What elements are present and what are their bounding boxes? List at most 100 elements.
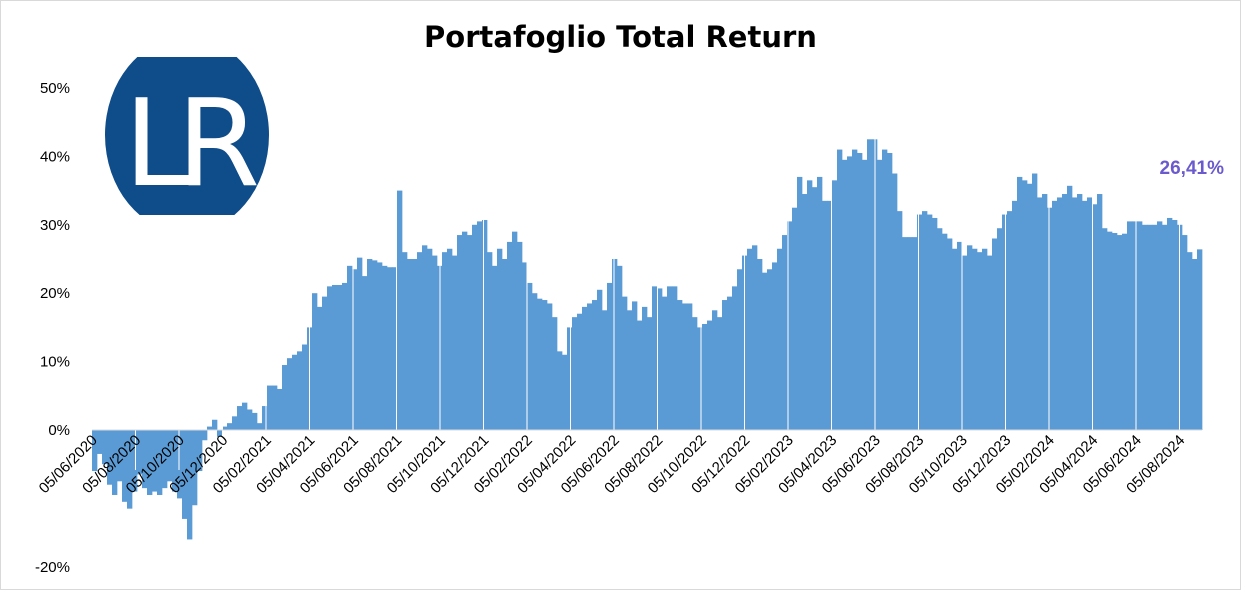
bar [662, 296, 668, 430]
bar [552, 317, 558, 430]
bar [717, 317, 723, 430]
bar [312, 293, 318, 430]
bar [612, 259, 618, 430]
bar [492, 265, 498, 430]
bar [412, 259, 418, 430]
bar [177, 430, 183, 499]
bar [802, 194, 808, 430]
bar [752, 245, 758, 430]
logo: LR [105, 57, 271, 215]
logo-badge [105, 57, 269, 215]
bar [167, 430, 173, 482]
bar [92, 430, 98, 472]
bar [1192, 259, 1198, 430]
y-axis-ticks: -20% 0% 10% 20% 30% 40% 50% [35, 80, 70, 576]
bar [502, 259, 508, 430]
bar [1182, 235, 1188, 430]
bar [522, 262, 528, 430]
bar [1082, 200, 1088, 430]
bar [982, 248, 988, 430]
bar [247, 409, 253, 430]
bar [707, 320, 713, 430]
bar [162, 430, 168, 489]
bar [687, 303, 693, 430]
bar [477, 221, 483, 430]
y-tick-label: 0% [48, 422, 70, 439]
bar [1127, 221, 1133, 430]
y-tick-label: -20% [35, 559, 70, 576]
bar [737, 269, 743, 430]
bar [1087, 197, 1093, 430]
bar [667, 286, 673, 430]
bar [112, 430, 118, 495]
bar [547, 303, 553, 430]
bar [277, 388, 283, 430]
bar [222, 426, 228, 430]
bar [827, 200, 833, 430]
bar [627, 310, 633, 430]
bar [362, 276, 368, 430]
bar [212, 419, 218, 430]
bar [392, 267, 398, 430]
bar [887, 152, 893, 431]
bar [157, 430, 163, 495]
bar [467, 235, 473, 430]
bar [102, 430, 108, 465]
bar [542, 300, 548, 430]
bar [527, 282, 533, 430]
bar [1162, 224, 1168, 430]
bar [182, 430, 188, 519]
bar [772, 262, 778, 430]
bar [782, 235, 788, 430]
bar [797, 176, 803, 430]
y-tick-label: 40% [40, 148, 70, 165]
bar [1102, 228, 1108, 430]
last-value-label: 26,41% [1160, 158, 1225, 179]
bar [297, 351, 303, 430]
bar [292, 354, 298, 430]
bars-layer [92, 100, 1203, 540]
bar [152, 430, 158, 492]
bar [1072, 197, 1078, 430]
bar [1172, 220, 1178, 430]
bar [867, 139, 873, 431]
bar [1077, 194, 1083, 430]
bar [617, 265, 623, 430]
bar [317, 306, 323, 430]
bar [712, 310, 718, 430]
bar [417, 252, 423, 430]
bar [727, 296, 733, 430]
bar [367, 259, 373, 430]
bar [357, 257, 363, 430]
bar [582, 306, 588, 430]
bar [347, 265, 353, 430]
bar [722, 300, 728, 430]
bar [117, 430, 123, 482]
bar [927, 214, 933, 430]
bar [607, 282, 613, 430]
bar [387, 267, 393, 430]
bar [327, 286, 333, 430]
bar [1017, 176, 1023, 430]
bar [227, 423, 233, 430]
bar [702, 323, 708, 430]
bar [762, 272, 768, 430]
bar [652, 286, 658, 430]
bar [447, 248, 453, 430]
bar [992, 238, 998, 430]
bar [907, 237, 913, 430]
bar [217, 430, 223, 437]
bar [122, 430, 128, 502]
bar [692, 317, 698, 430]
bar [732, 286, 738, 430]
bar [537, 298, 543, 430]
bar [282, 365, 288, 430]
bar [407, 259, 413, 430]
bar [432, 255, 438, 430]
bar [777, 248, 783, 430]
bar [1187, 252, 1193, 430]
bar [1032, 173, 1038, 430]
bar [262, 406, 268, 430]
bar [857, 152, 863, 431]
bar [1002, 214, 1008, 430]
